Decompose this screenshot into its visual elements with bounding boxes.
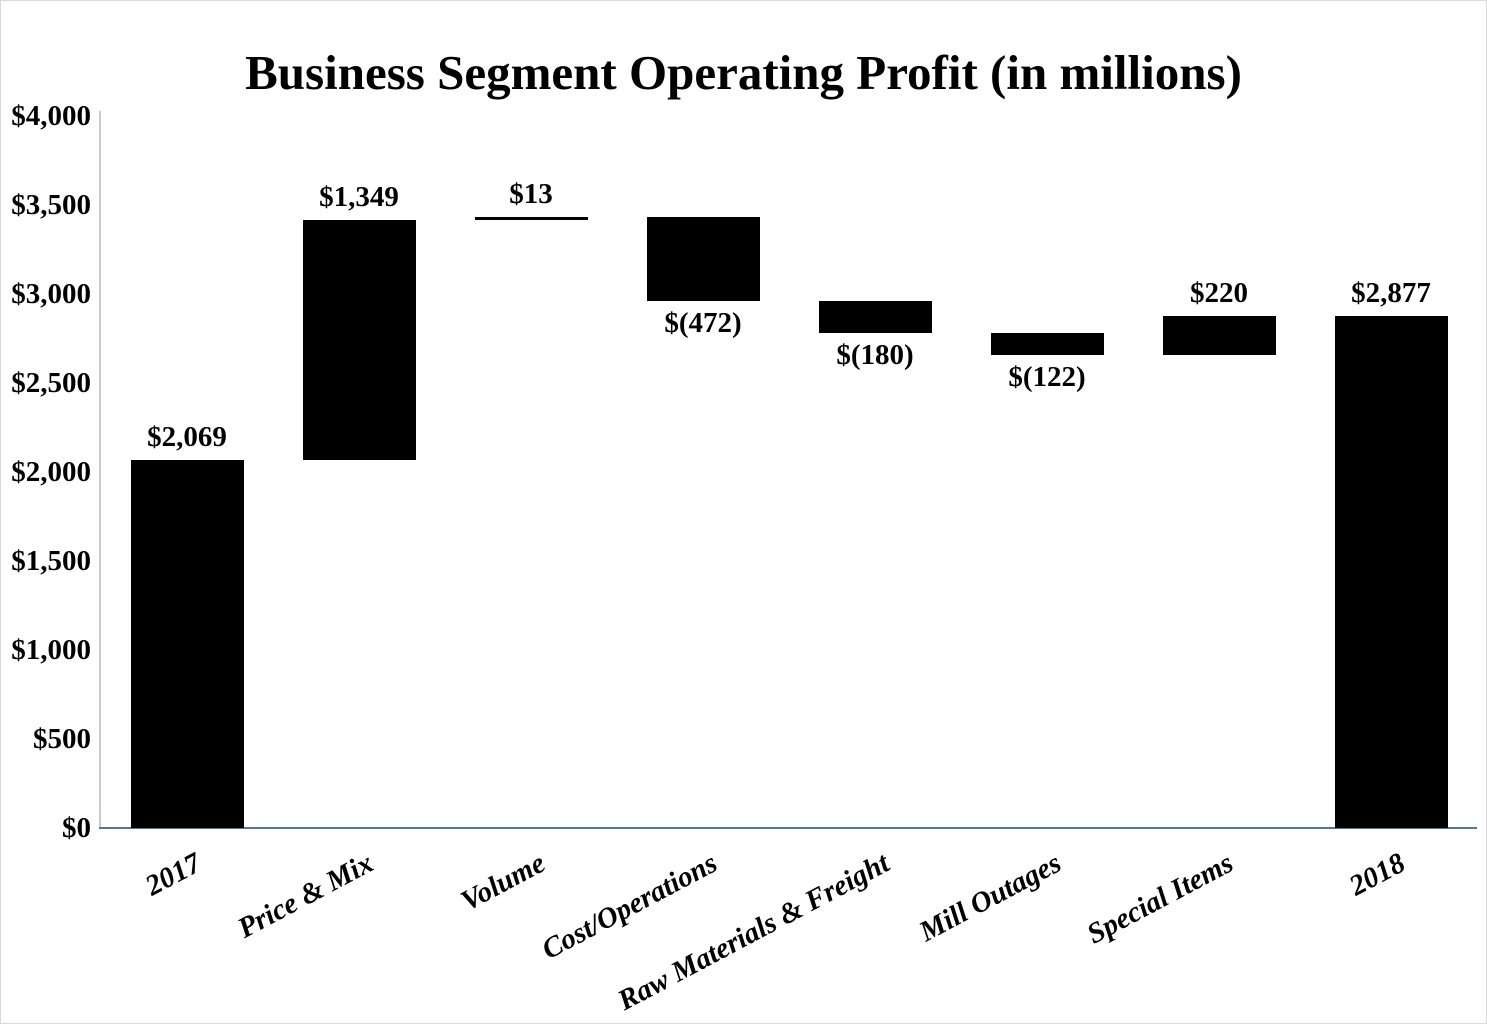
waterfall-bar bbox=[130, 459, 244, 828]
waterfall-bar bbox=[474, 217, 588, 220]
y-tick-label: $2,500 bbox=[11, 367, 91, 399]
bar-value-label: $2,069 bbox=[147, 420, 227, 453]
y-tick-label: $500 bbox=[33, 723, 91, 755]
waterfall-bar bbox=[990, 333, 1104, 356]
y-tick-label: $1,500 bbox=[11, 545, 91, 577]
waterfall-bar bbox=[1334, 315, 1448, 828]
waterfall-bar bbox=[818, 301, 932, 334]
bar-value-label: $220 bbox=[1190, 276, 1248, 309]
y-axis-line bbox=[99, 111, 101, 829]
bar-value-label: $13 bbox=[509, 178, 553, 211]
y-tick-label: $2,000 bbox=[11, 456, 91, 488]
waterfall-bar bbox=[646, 217, 760, 302]
waterfall-bar bbox=[302, 219, 416, 460]
x-axis-line bbox=[99, 827, 1477, 829]
bar-value-label: $2,877 bbox=[1351, 276, 1431, 309]
y-tick-label: $3,000 bbox=[11, 278, 91, 310]
bar-value-label: $(122) bbox=[1008, 361, 1086, 394]
waterfall-bar bbox=[1162, 315, 1276, 356]
chart-title: Business Segment Operating Profit (in mi… bbox=[245, 44, 1242, 100]
y-tick-label: $0 bbox=[62, 812, 91, 844]
y-tick-label: $3,500 bbox=[11, 189, 91, 221]
y-tick-label: $1,000 bbox=[11, 634, 91, 666]
y-tick-label: $4,000 bbox=[11, 100, 91, 132]
bar-value-label: $(180) bbox=[836, 339, 914, 372]
bar-value-label: $1,349 bbox=[319, 180, 399, 213]
bar-value-label: $(472) bbox=[664, 307, 742, 340]
